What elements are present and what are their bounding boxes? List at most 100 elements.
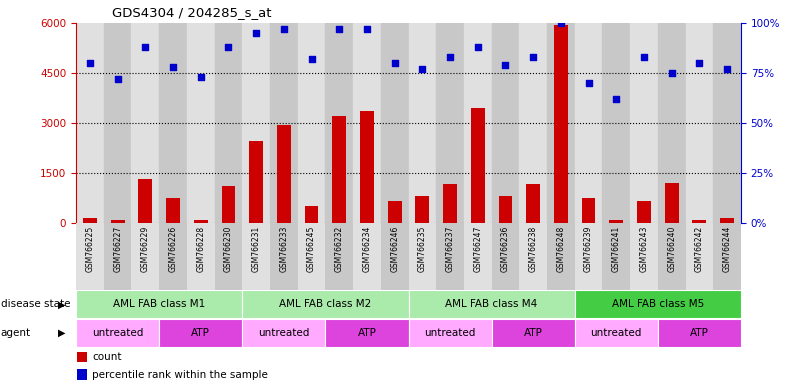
Bar: [353, 223, 380, 290]
Bar: [298, 23, 325, 223]
Bar: [437, 223, 464, 290]
Bar: [471, 108, 485, 223]
Bar: [602, 23, 630, 223]
Text: AML FAB class M4: AML FAB class M4: [445, 299, 537, 310]
Point: [305, 56, 318, 62]
Text: GDS4304 / 204285_s_at: GDS4304 / 204285_s_at: [112, 6, 272, 19]
Text: GSM766247: GSM766247: [473, 226, 482, 273]
Bar: [637, 201, 651, 223]
Text: ATP: ATP: [690, 328, 709, 338]
Text: GSM766231: GSM766231: [252, 226, 260, 272]
Bar: [353, 23, 380, 223]
Point: [527, 54, 540, 60]
Bar: [575, 223, 602, 290]
Text: agent: agent: [1, 328, 31, 338]
Text: GSM766228: GSM766228: [196, 226, 205, 272]
Bar: [76, 223, 104, 290]
Point: [167, 64, 179, 70]
Bar: [498, 196, 513, 223]
Bar: [547, 23, 575, 223]
Bar: [526, 184, 540, 223]
Bar: [131, 23, 159, 223]
Text: percentile rank within the sample: percentile rank within the sample: [92, 369, 268, 379]
Bar: [78, 369, 87, 380]
Bar: [409, 23, 437, 223]
Bar: [298, 223, 325, 290]
Bar: [270, 23, 298, 223]
Point: [360, 26, 373, 32]
Bar: [443, 184, 457, 223]
Bar: [325, 223, 353, 290]
Bar: [76, 319, 159, 347]
Text: untreated: untreated: [92, 328, 143, 338]
Text: GSM766244: GSM766244: [723, 226, 731, 273]
Bar: [78, 352, 87, 362]
Point: [638, 54, 650, 60]
Text: ATP: ATP: [191, 328, 210, 338]
Bar: [242, 223, 270, 290]
Bar: [575, 319, 658, 347]
Bar: [159, 23, 187, 223]
Point: [277, 26, 290, 32]
Bar: [665, 183, 678, 223]
Text: GSM766225: GSM766225: [86, 226, 95, 272]
Bar: [388, 201, 401, 223]
Bar: [686, 23, 713, 223]
Bar: [332, 116, 346, 223]
Point: [582, 80, 595, 86]
Bar: [547, 223, 575, 290]
Bar: [166, 198, 180, 223]
Text: GSM766236: GSM766236: [501, 226, 510, 273]
Bar: [304, 206, 319, 223]
Bar: [194, 220, 207, 223]
Bar: [139, 179, 152, 223]
Bar: [131, 223, 159, 290]
Bar: [658, 319, 741, 347]
Bar: [270, 223, 298, 290]
Bar: [111, 220, 125, 223]
Bar: [242, 23, 270, 223]
Bar: [242, 319, 325, 347]
Bar: [76, 23, 104, 223]
Text: GSM766227: GSM766227: [113, 226, 122, 272]
Bar: [215, 223, 242, 290]
Bar: [658, 223, 686, 290]
Bar: [492, 319, 575, 347]
Point: [693, 60, 706, 66]
Text: GSM766229: GSM766229: [141, 226, 150, 272]
Text: ATP: ATP: [524, 328, 542, 338]
Text: ATP: ATP: [357, 328, 376, 338]
Bar: [554, 25, 568, 223]
Text: GSM766245: GSM766245: [307, 226, 316, 273]
Point: [83, 60, 96, 66]
Bar: [380, 223, 409, 290]
Text: GSM766238: GSM766238: [529, 226, 537, 272]
Text: untreated: untreated: [258, 328, 309, 338]
Point: [195, 74, 207, 80]
Bar: [713, 223, 741, 290]
Bar: [692, 220, 706, 223]
Bar: [325, 23, 353, 223]
Text: GSM766246: GSM766246: [390, 226, 399, 273]
Bar: [222, 186, 235, 223]
Bar: [575, 23, 602, 223]
Text: untreated: untreated: [425, 328, 476, 338]
Bar: [159, 319, 242, 347]
Text: GSM766230: GSM766230: [224, 226, 233, 273]
Bar: [519, 223, 547, 290]
Text: GSM766237: GSM766237: [445, 226, 454, 273]
Bar: [416, 196, 429, 223]
Bar: [76, 291, 242, 318]
Bar: [187, 23, 215, 223]
Point: [139, 44, 151, 50]
Point: [721, 66, 734, 72]
Bar: [380, 23, 409, 223]
Bar: [519, 23, 547, 223]
Text: GSM766242: GSM766242: [695, 226, 704, 272]
Text: GSM766240: GSM766240: [667, 226, 676, 273]
Bar: [686, 223, 713, 290]
Point: [222, 44, 235, 50]
Bar: [409, 319, 492, 347]
Bar: [582, 198, 595, 223]
Point: [554, 20, 567, 26]
